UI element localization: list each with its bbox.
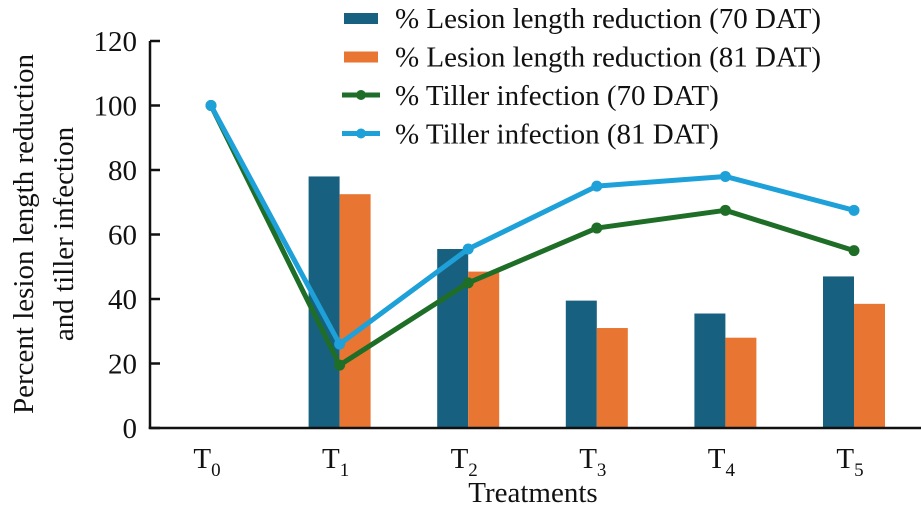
bar-81dat-T1 <box>339 194 371 428</box>
bar-81dat-T5 <box>854 303 885 428</box>
point-tiller-81dat-T4 <box>719 170 731 182</box>
y-tick-label: 40 <box>108 284 137 316</box>
x-tick-subscript: 4 <box>726 460 736 481</box>
y-tick-label: 80 <box>108 155 137 187</box>
bar-70dat-T2 <box>437 249 469 428</box>
x-tick-subscript: 2 <box>468 460 478 481</box>
x-tick-subscript: 5 <box>854 460 864 481</box>
point-tiller-70dat-T4 <box>719 204 731 216</box>
point-tiller-81dat-T1 <box>334 338 346 350</box>
legend-label: % Tiller infection (70 DAT) <box>395 80 719 112</box>
y-ticks: 0 20 40 60 80 100 120 <box>94 26 160 445</box>
point-tiller-70dat-T5 <box>848 245 860 257</box>
legend-swatch-bar <box>344 51 378 63</box>
y-tick-label: 20 <box>108 349 137 381</box>
line-tiller-70dat <box>208 104 855 368</box>
line-tiller-81dat <box>208 104 855 347</box>
bar-70dat-T4 <box>694 313 726 428</box>
y-tick-label: 120 <box>94 26 138 58</box>
x-tick-label: T1 <box>322 443 349 481</box>
x-tick-label: T2 <box>451 443 478 481</box>
point-tiller-81dat-T2 <box>462 243 474 255</box>
bar-70dat-T5 <box>823 276 854 428</box>
bar-81dat-T2 <box>468 271 500 428</box>
point-tiller-81dat-T3 <box>591 180 603 192</box>
y-tick-label: 100 <box>94 91 138 123</box>
x-tick-label: T5 <box>836 443 863 481</box>
point-tiller-70dat-T2 <box>462 277 474 289</box>
point-tiller-81dat-T5 <box>848 204 860 216</box>
bar-81dat-T4 <box>725 337 757 428</box>
y-tick-label: 0 <box>123 413 138 445</box>
point-tiller-70dat-T1 <box>334 359 346 371</box>
y-axis-title-line-2: and tiller infection <box>48 126 80 341</box>
lines-layer <box>205 100 860 371</box>
x-tick-subscript: 3 <box>597 460 607 481</box>
x-axis-title: Treatments <box>468 477 597 509</box>
legend: % Lesion length reduction (70 DAT) % Lesi… <box>342 3 821 151</box>
point-tiller-81dat-T0 <box>205 100 217 111</box>
x-tick-label: T4 <box>708 443 736 481</box>
legend-swatch-marker <box>356 90 366 100</box>
legend-label: % Lesion length reduction (81 DAT) <box>395 42 821 74</box>
y-tick-label: 60 <box>108 220 137 252</box>
x-tick-subscript: 0 <box>211 460 221 481</box>
legend-label: % Lesion length reduction (70 DAT) <box>395 3 821 35</box>
bar-70dat-T3 <box>565 300 597 428</box>
point-tiller-70dat-T3 <box>591 222 603 234</box>
x-ticks: T0 T1 T2 T3 T4 T5 <box>193 443 863 481</box>
y-axis-title-line-1: Percent lesion length reduction <box>8 54 40 414</box>
x-tick-label: T3 <box>579 443 606 481</box>
legend-swatch-marker <box>356 128 366 139</box>
legend-swatch-bar <box>344 13 378 24</box>
bar-81dat-T3 <box>596 328 628 428</box>
bars-layer <box>308 176 885 428</box>
legend-label: % Tiller infection (81 DAT) <box>395 119 719 151</box>
bar-70dat-T1 <box>308 176 340 428</box>
x-tick-subscript: 1 <box>340 460 350 481</box>
x-tick-label: T0 <box>193 443 220 481</box>
